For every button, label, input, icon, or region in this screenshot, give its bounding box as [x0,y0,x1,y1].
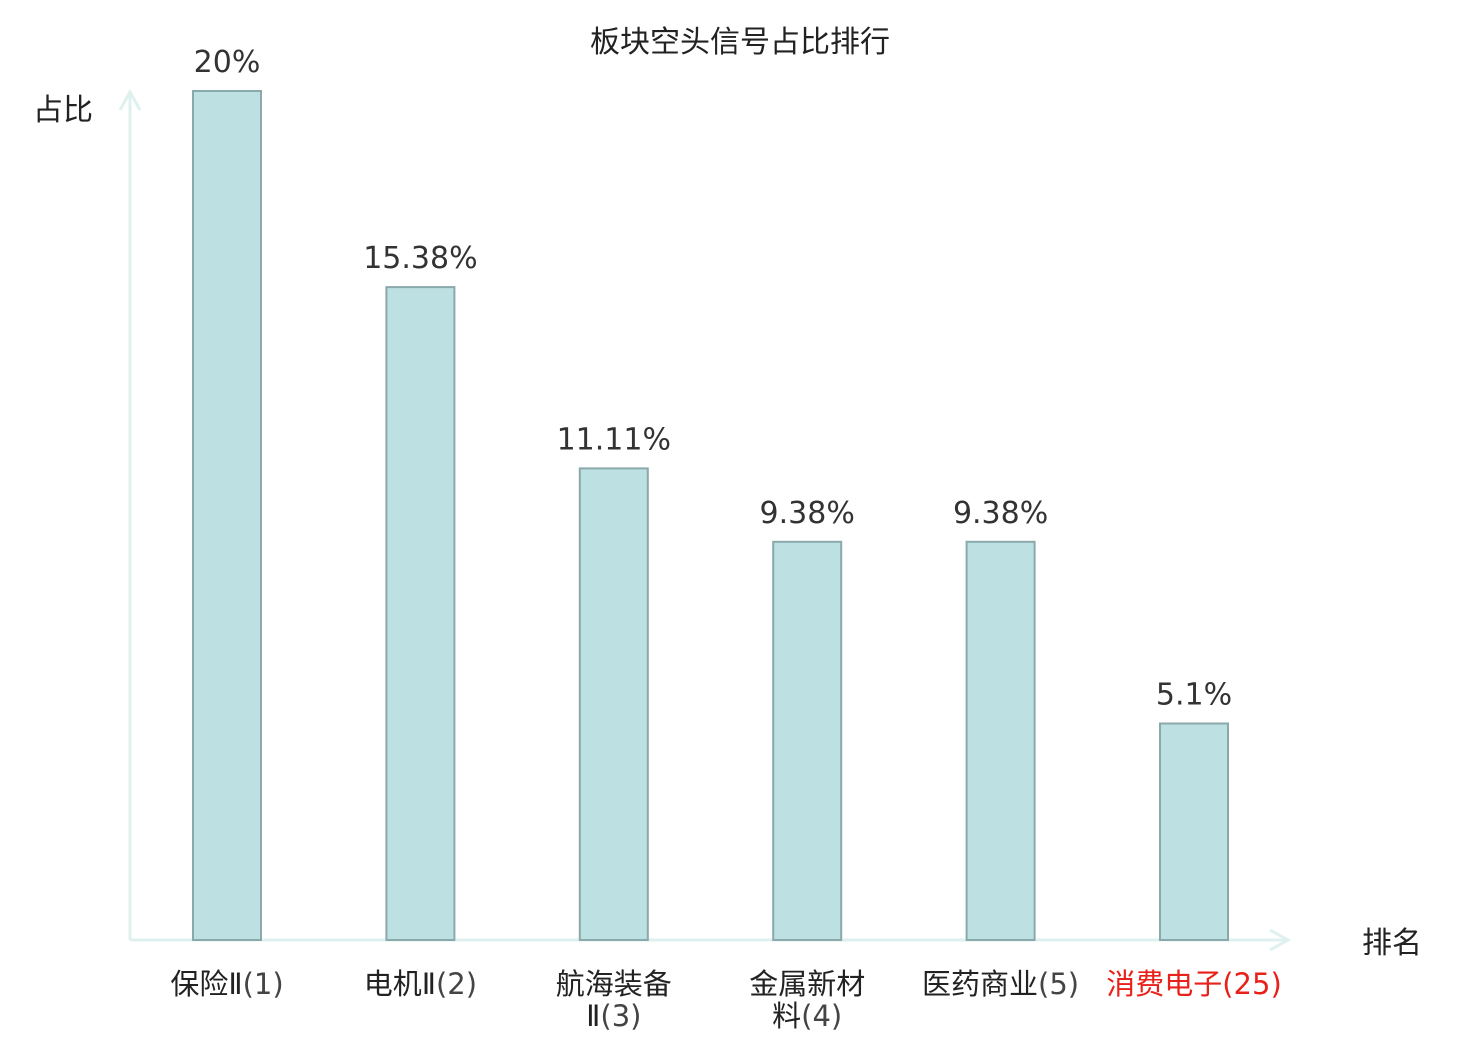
value-label-6: 5.1% [1156,678,1232,713]
bar-3 [578,467,649,941]
category-label-3: 航海装备 Ⅱ(3) [556,967,672,1033]
category-label-1: 保险Ⅱ(1) [170,967,283,1001]
category-rank: (1) [243,967,284,1001]
category-label-5: 医药商业(5) [922,967,1079,1001]
bars-group [192,90,1229,942]
category-label-4: 金属新材料(4) [749,967,865,1033]
y-axis [118,88,142,940]
category-name-line: 电机Ⅱ(2) [364,967,477,1001]
category-rank: (4) [801,999,842,1033]
bar-6 [1159,722,1229,941]
x-axis-label: 排名 [1362,926,1422,961]
chart-title: 板块空头信号占比排行 [590,25,890,60]
category-label-6: 消费电子(25) [1106,967,1282,1001]
category-name-line: 料(4) [772,999,842,1033]
category-rank: (25) [1222,967,1282,1001]
value-labels-group: 20% 15.38% 11.11% 9.38% 9.38% 5.1% [194,45,1232,713]
category-name-line: Ⅱ(3) [586,999,641,1033]
bar-1 [192,90,262,941]
category-name-line: 医药商业(5) [922,967,1079,1001]
category-name-line: 消费电子(25) [1106,967,1282,1001]
bar-2 [385,286,456,942]
category-labels-group: 保险Ⅱ(1) 电机Ⅱ(2) 航海装备 Ⅱ(3) 金属新材料(4) 医药商业(5) 消费电子(… [170,967,1281,1033]
value-label-5: 9.38% [953,496,1048,531]
y-axis-label: 占比 [33,93,93,128]
category-rank: (3) [600,999,641,1033]
value-label-2: 15.38% [363,241,477,276]
bar-5 [965,540,1036,941]
x-axis [130,928,1292,952]
category-label-2: 电机Ⅱ(2) [364,967,477,1001]
category-name-line: 保险Ⅱ(1) [170,967,283,1001]
category-rank: (2) [436,967,477,1001]
value-label-3: 11.11% [557,422,671,457]
category-rank: (5) [1038,967,1079,1001]
value-label-4: 9.38% [760,496,855,531]
category-name-line: 航海装备 [556,967,672,1001]
value-label-1: 20% [194,45,261,80]
category-name-line: 金属新材 [749,967,865,1001]
bar-4 [772,540,843,941]
